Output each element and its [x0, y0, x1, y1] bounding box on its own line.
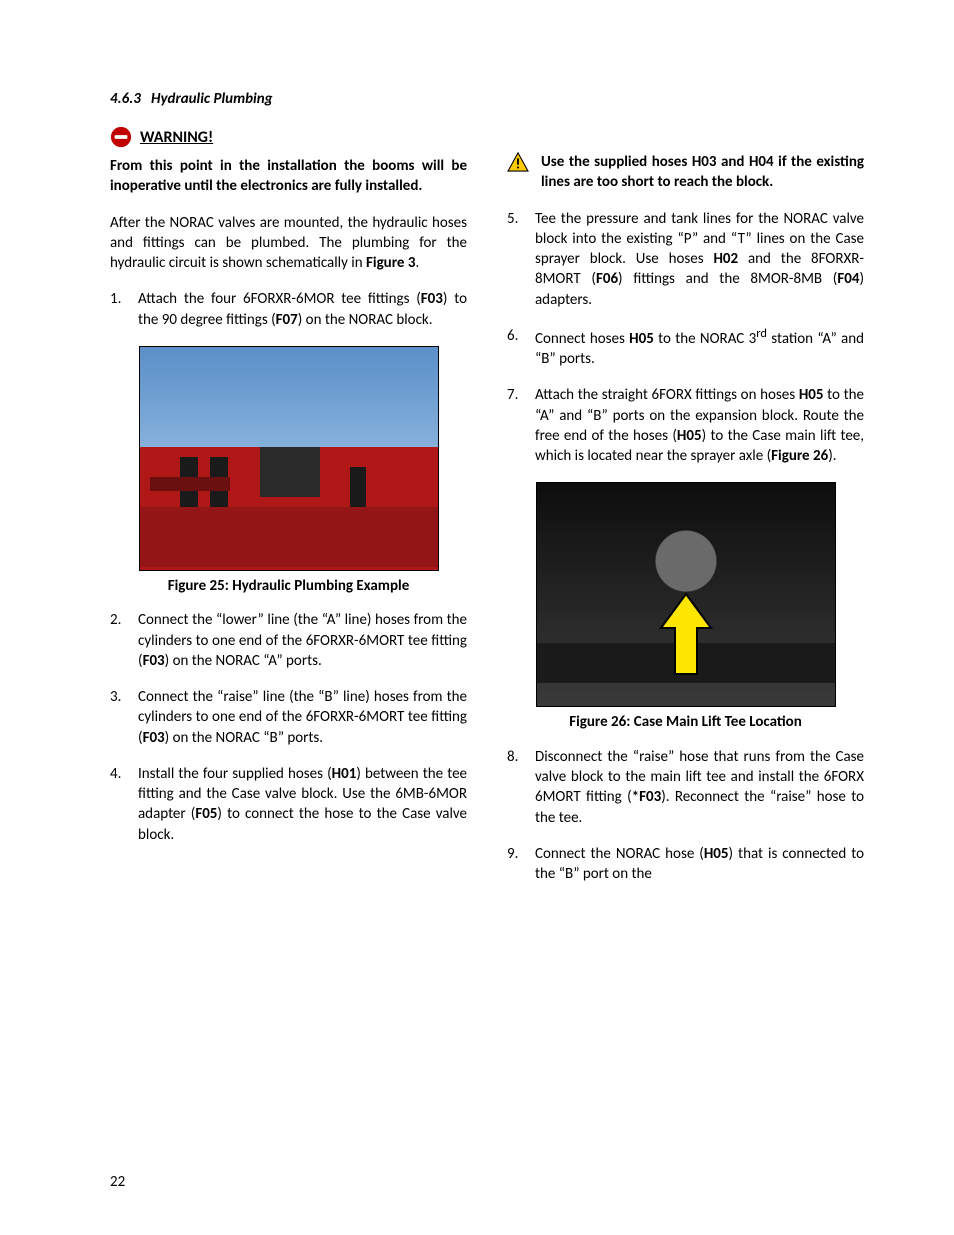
warning-heading: WARNING! — [110, 126, 467, 148]
caution-text: Use the supplied hoses H03 and H04 if th… — [541, 152, 864, 193]
figure-25: Figure 25: Hydraulic Plumbing Example — [110, 346, 467, 597]
step-7: Attach the straight 6FORX fittings on ho… — [507, 385, 864, 466]
intro-paragraph: After the NORAC valves are mounted, the … — [110, 213, 467, 274]
figure-26-image — [536, 482, 836, 707]
step-3: Connect the “raise” line (the “B” line) … — [110, 687, 467, 748]
arrow-up-icon — [659, 592, 713, 678]
left-column: WARNING! From this point in the installa… — [110, 126, 467, 900]
steps-left: Attach the four 6FORXR-6MOR tee fittings… — [110, 289, 467, 330]
steps-right: Tee the pressure and tank lines for the … — [507, 209, 864, 467]
step-8: Disconnect the “raise” hose that runs fr… — [507, 747, 864, 828]
figure-26-caption: Figure 26: Case Main Lift Tee Location — [507, 713, 864, 733]
steps-right-cont: Disconnect the “raise” hose that runs fr… — [507, 747, 864, 885]
step-2: Connect the “lower” line (the “A” line) … — [110, 610, 467, 671]
intro-figure-ref: Figure 3 — [366, 254, 415, 272]
page-number: 22 — [110, 1173, 125, 1191]
section-heading: 4.6.3 Hydraulic Plumbing — [110, 90, 864, 108]
steps-left-cont: Connect the “lower” line (the “A” line) … — [110, 610, 467, 845]
step-9: Connect the NORAC hose (H05) that is con… — [507, 844, 864, 885]
two-column-layout: WARNING! From this point in the installa… — [110, 126, 864, 900]
step-4: Install the four supplied hoses (H01) be… — [110, 764, 467, 845]
warning-label: WARNING! — [140, 128, 213, 147]
step-5: Tee the pressure and tank lines for the … — [507, 209, 864, 310]
figure-26: Figure 26: Case Main Lift Tee Location — [507, 482, 864, 733]
stop-icon — [110, 126, 132, 148]
right-column: Use the supplied hoses H03 and H04 if th… — [507, 126, 864, 900]
step-6: Connect hoses H05 to the NORAC 3rd stati… — [507, 326, 864, 370]
figure-25-image — [139, 346, 439, 571]
step-1: Attach the four 6FORXR-6MOR tee fittings… — [110, 289, 467, 330]
caution-block: Use the supplied hoses H03 and H04 if th… — [507, 152, 864, 193]
caution-icon — [507, 152, 529, 172]
figure-25-machinery — [140, 447, 438, 570]
section-number: 4.6.3 — [110, 90, 141, 108]
section-title: Hydraulic Plumbing — [151, 90, 273, 108]
figure-25-caption: Figure 25: Hydraulic Plumbing Example — [110, 577, 467, 597]
intro-tail: . — [415, 254, 419, 272]
warning-text: From this point in the installation the … — [110, 156, 467, 197]
